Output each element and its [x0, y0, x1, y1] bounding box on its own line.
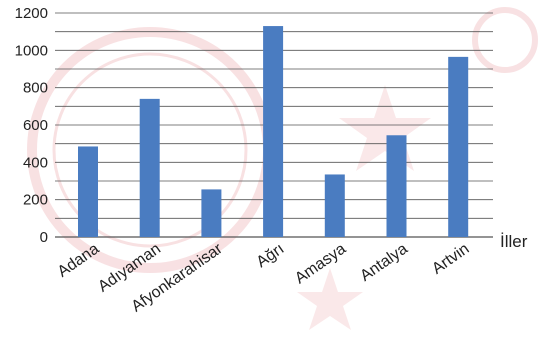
- x-category-label: Artvin: [429, 240, 472, 277]
- y-tick-label: 600: [23, 117, 48, 134]
- x-axis-title: İller: [500, 232, 528, 251]
- x-category-label: Ağrı: [254, 240, 288, 271]
- bar: [139, 98, 160, 237]
- y-tick-label: 0: [40, 229, 48, 246]
- y-tick-label: 200: [23, 192, 48, 209]
- bar: [263, 26, 284, 237]
- bar: [448, 56, 469, 237]
- x-category-label: Amasya: [292, 240, 349, 287]
- x-category-label: Antalya: [357, 240, 411, 285]
- bar: [201, 189, 222, 237]
- bars: [78, 26, 469, 237]
- bar: [386, 135, 407, 237]
- y-tick-label: 1200: [15, 5, 48, 22]
- y-tick-label: 400: [23, 154, 48, 171]
- bar: [324, 174, 345, 237]
- bar: [78, 146, 98, 237]
- y-axis-tick-labels: 0 200 400 600 800 1000 1200: [15, 5, 48, 246]
- y-tick-label: 800: [23, 80, 48, 97]
- y-tick-label: 1000: [15, 42, 48, 59]
